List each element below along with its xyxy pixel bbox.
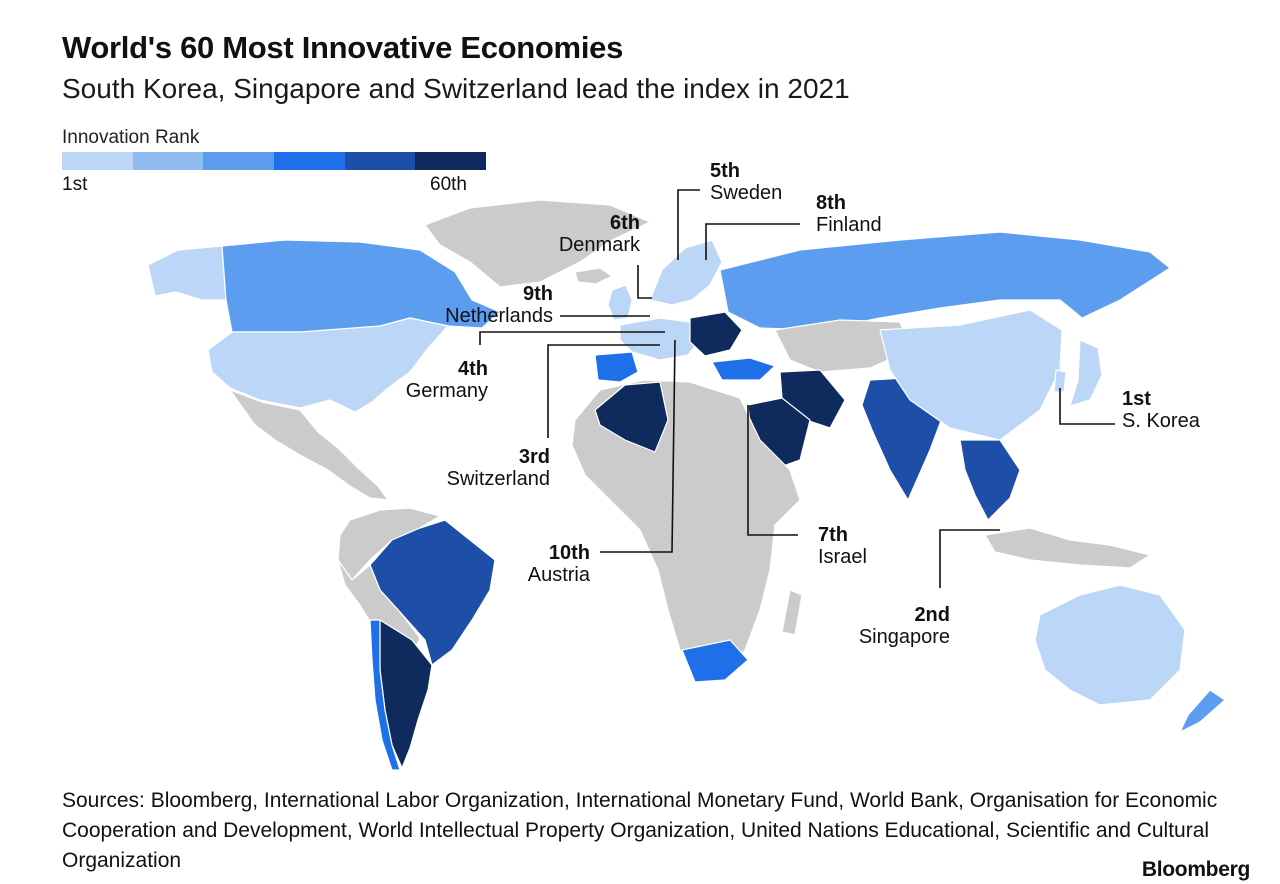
south-korea (1053, 369, 1067, 393)
callout-switzerland-name: Switzerland (446, 468, 550, 490)
leader-sweden (677, 189, 700, 260)
chart-subtitle: South Korea, Singapore and Switzerland l… (62, 73, 850, 104)
scandinavia (649, 239, 723, 306)
china (879, 309, 1063, 441)
callout-denmark: 6th Denmark (520, 212, 640, 256)
callout-austria-rank: 10th (548, 542, 590, 564)
legend-swatch-5 (344, 152, 416, 170)
callout-denmark-rank: 6th (610, 212, 640, 234)
callout-korea-rank: 1st (1122, 388, 1151, 410)
callout-singapore-rank: 2nd (914, 604, 950, 626)
new-zealand (1179, 689, 1226, 733)
algeria (594, 381, 669, 453)
chile (369, 619, 401, 771)
callout-korea: 1st S. Korea (1122, 388, 1200, 432)
leader-austria (600, 339, 676, 553)
turkey (711, 357, 776, 381)
callout-germany-name: Germany (405, 380, 488, 402)
callout-germany-rank: 4th (458, 358, 488, 380)
legend-swatch-4 (274, 152, 345, 170)
callout-switzerland: 3rd Switzerland (400, 446, 550, 490)
united-kingdom (607, 284, 633, 321)
legend-title: Innovation Rank (62, 127, 200, 148)
western-europe (619, 317, 701, 361)
callout-singapore: 2nd Singapore (830, 604, 950, 648)
bloomberg-logo: Bloomberg (1141, 858, 1250, 881)
leader-finland (705, 223, 800, 260)
leader-denmark (637, 265, 652, 299)
greenland (424, 199, 651, 288)
japan (1069, 339, 1103, 407)
callout-israel-name: Israel (818, 546, 867, 568)
mexico-central-america (229, 389, 389, 501)
callout-sweden-name: Sweden (710, 182, 783, 204)
callout-sweden: 5th Sweden (710, 160, 782, 204)
legend-color-scale (62, 152, 487, 170)
callout-germany: 4th Germany (368, 358, 488, 402)
callout-israel: 7th Israel (818, 524, 867, 568)
callout-leaders (479, 189, 1115, 588)
callout-netherlands: 9th Netherlands (400, 283, 553, 327)
iceland (574, 267, 613, 285)
callout-austria-name: Austria (527, 564, 590, 586)
legend-swatch-3 (203, 152, 275, 170)
russia (719, 231, 1171, 331)
callout-denmark-name: Denmark (558, 234, 640, 256)
eastern-europe (689, 311, 743, 357)
callout-finland: 8th Finland (816, 192, 882, 236)
callout-switzerland-rank: 3rd (518, 446, 550, 468)
callout-finland-rank: 8th (816, 192, 846, 214)
usa (207, 317, 449, 413)
leader-switzerland (547, 344, 660, 438)
landmasses (147, 199, 1226, 771)
callout-netherlands-name: Netherlands (445, 305, 553, 327)
callout-sweden-rank: 5th (710, 160, 740, 182)
iberia (594, 351, 639, 383)
legend-swatch-2 (132, 152, 204, 170)
callout-singapore-name: Singapore (858, 626, 950, 648)
leader-singapore (939, 529, 1000, 588)
callout-israel-rank: 7th (818, 524, 848, 546)
callout-finland-name: Finland (816, 214, 882, 236)
callout-netherlands-rank: 9th (523, 283, 553, 305)
australia (1034, 584, 1186, 706)
legend-swatch-1 (62, 152, 133, 170)
legend-min-label: 1st (62, 174, 88, 195)
leader-israel (747, 405, 798, 536)
legend-max-label: 60th (430, 174, 467, 195)
legend-swatch-6 (415, 152, 487, 170)
leader-germany (479, 331, 665, 345)
madagascar (781, 589, 803, 636)
callout-austria: 10th Austria (470, 542, 590, 586)
south-africa (681, 639, 749, 683)
alaska (147, 245, 227, 301)
leader-korea (1059, 388, 1115, 425)
sources-note: Sources: Bloomberg, International Labor … (62, 789, 1218, 872)
africa (571, 379, 801, 681)
southeast-asia (959, 439, 1021, 521)
indonesia (984, 527, 1151, 569)
chart-title: World's 60 Most Innovative Economies (62, 30, 624, 65)
callout-korea-name: S. Korea (1122, 410, 1200, 432)
